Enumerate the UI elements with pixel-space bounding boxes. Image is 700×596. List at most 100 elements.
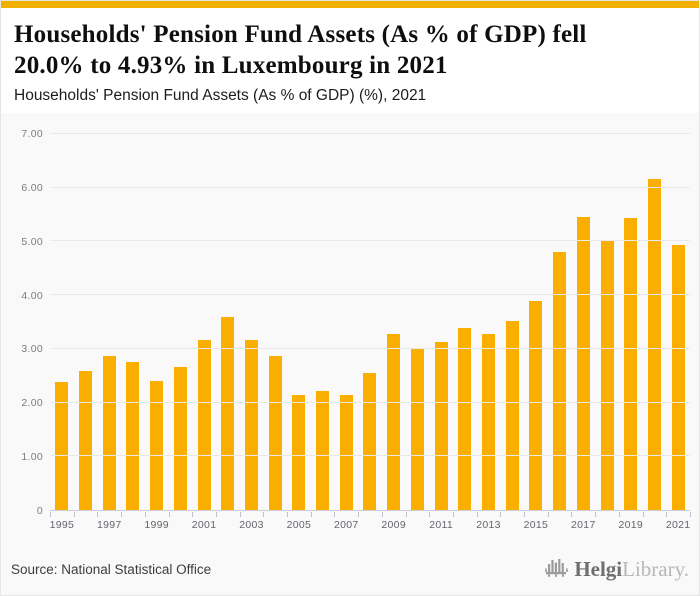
bar-slot xyxy=(216,134,240,510)
gridline xyxy=(50,240,690,242)
bar-2010[interactable] xyxy=(410,348,424,510)
bar-2016[interactable] xyxy=(553,251,567,510)
bar-slot xyxy=(406,134,430,510)
logo-text-library: Library. xyxy=(622,556,689,581)
bar-2020[interactable] xyxy=(647,179,661,510)
bars-row xyxy=(50,134,690,510)
bar-slot xyxy=(74,134,98,510)
x-tick xyxy=(452,512,454,517)
title-line-2: 20.0% to 4.93% in Luxembourg in 2021 xyxy=(14,52,448,79)
source-text: Source: National Statistical Office xyxy=(11,561,212,577)
x-slot: 2017 xyxy=(571,512,595,534)
x-slot: 2021 xyxy=(666,512,691,534)
bar-slot xyxy=(453,134,477,510)
x-slot: 1995 xyxy=(50,512,74,534)
x-slot: 2013 xyxy=(476,512,500,534)
bar-2015[interactable] xyxy=(529,301,543,510)
x-tick xyxy=(121,512,123,517)
bar-2019[interactable] xyxy=(624,217,638,510)
bar-2012[interactable] xyxy=(458,327,472,510)
bar-slot xyxy=(500,134,524,510)
bar-slot xyxy=(50,134,74,510)
x-slot xyxy=(547,512,572,534)
x-tick xyxy=(50,512,51,517)
gridline xyxy=(50,186,690,188)
x-slot xyxy=(310,512,335,534)
x-tick xyxy=(263,512,265,517)
gridline xyxy=(50,133,690,134)
x-slot: 2009 xyxy=(381,512,406,534)
x-tick xyxy=(73,512,75,517)
helgilibrary-logo-icon xyxy=(544,556,569,583)
bar-slot xyxy=(240,134,264,510)
bar-2009[interactable] xyxy=(387,333,401,510)
bar-2008[interactable] xyxy=(363,372,377,510)
bar-slot xyxy=(263,134,287,510)
bar-slot xyxy=(145,134,169,510)
bar-2007[interactable] xyxy=(339,394,353,510)
bar-slot xyxy=(643,134,667,510)
x-tick xyxy=(334,512,336,517)
bar-2021[interactable] xyxy=(671,245,685,510)
y-tick-label: 0 xyxy=(36,505,43,517)
x-slot: 1999 xyxy=(144,512,169,534)
x-tick xyxy=(144,512,146,517)
y-tick-label: 4.00 xyxy=(21,289,43,302)
x-tick xyxy=(547,512,549,517)
bar-2002[interactable] xyxy=(221,317,235,510)
chart-area: 7.00 6.00 5.00 4.00 3.00 2.00 1.00 0 1995 1997 19… xyxy=(1,113,699,595)
x-tick-label: 2015 xyxy=(523,519,549,531)
bar-2003[interactable] xyxy=(244,339,258,510)
logo-text: HelgiLibrary. xyxy=(574,557,689,582)
logo-text-helgi: Helgi xyxy=(574,556,623,581)
x-tick-label: 2011 xyxy=(429,519,453,531)
chart-subtitle: Households' Pension Fund Assets (As % of… xyxy=(14,87,427,104)
x-slot xyxy=(405,512,430,534)
bar-2006[interactable] xyxy=(316,391,330,510)
x-tick-label: 2017 xyxy=(571,519,596,531)
x-tick-label: 2005 xyxy=(286,519,312,531)
bar-2005[interactable] xyxy=(292,394,306,510)
x-slot xyxy=(73,512,98,534)
helgilibrary-logo[interactable]: HelgiLibrary. xyxy=(544,556,689,583)
bar-2018[interactable] xyxy=(600,240,614,510)
bar-1999[interactable] xyxy=(150,380,164,510)
bar-slot xyxy=(382,134,406,510)
bar-2014[interactable] xyxy=(505,320,519,510)
bar-1995[interactable] xyxy=(55,382,69,510)
bar-slot xyxy=(169,134,193,510)
x-slot: 1997 xyxy=(97,512,121,534)
x-tick xyxy=(97,512,99,517)
bar-2004[interactable] xyxy=(268,356,282,510)
y-tick-label: 2.00 xyxy=(21,397,43,410)
x-tick xyxy=(192,512,194,517)
x-tick xyxy=(689,512,691,517)
bar-2017[interactable] xyxy=(576,216,590,510)
bar-2013[interactable] xyxy=(482,333,495,510)
x-tick xyxy=(642,512,644,517)
x-tick-label: 2009 xyxy=(381,519,406,531)
x-slot xyxy=(263,512,287,534)
x-tick-label: 2003 xyxy=(239,519,264,531)
bar-slot xyxy=(571,134,595,510)
bar-1997[interactable] xyxy=(102,356,116,510)
bar-slot xyxy=(548,134,572,510)
x-tick xyxy=(571,512,573,517)
x-tick xyxy=(429,512,431,517)
bar-2000[interactable] xyxy=(173,366,187,510)
bar-2011[interactable] xyxy=(434,341,448,510)
x-slot xyxy=(595,512,619,534)
bar-1998[interactable] xyxy=(126,361,140,510)
bar-2001[interactable] xyxy=(197,339,211,510)
x-tick xyxy=(239,512,241,517)
bar-1996[interactable] xyxy=(79,371,93,510)
bar-slot xyxy=(666,134,690,510)
y-tick-label: 6.00 xyxy=(21,181,43,194)
x-tick-label: 2007 xyxy=(334,519,359,531)
bar-slot xyxy=(121,134,145,510)
x-slot: 2001 xyxy=(192,512,216,534)
bar-slot xyxy=(192,134,216,510)
bar-slot xyxy=(287,134,311,510)
x-tick xyxy=(287,512,289,517)
